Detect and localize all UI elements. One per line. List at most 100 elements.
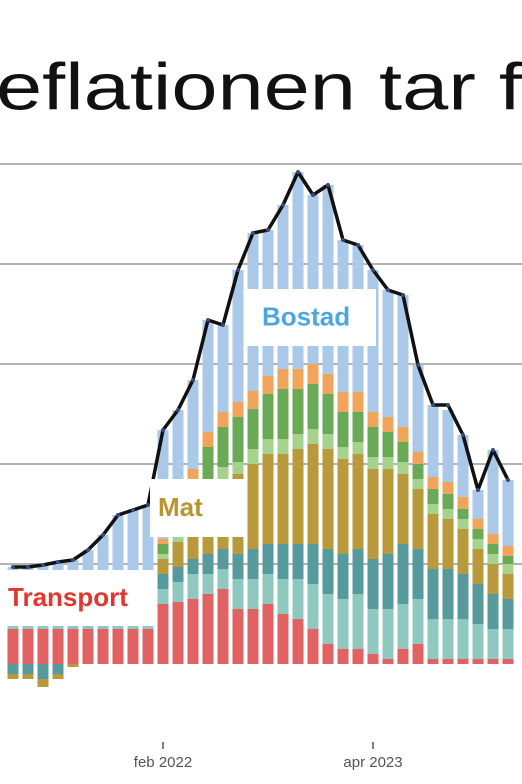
bar-segment: [412, 549, 424, 599]
bar-segment: [232, 579, 244, 609]
bar-segment: [472, 624, 484, 659]
bar-segment: [172, 534, 184, 542]
bar-segment: [382, 469, 394, 554]
bar-segment: [472, 584, 484, 624]
bar-segment: [382, 457, 394, 469]
bar-segment: [187, 574, 199, 599]
bar-segment: [157, 554, 169, 559]
bar-segment: [187, 559, 199, 574]
bar-segment: [82, 629, 94, 664]
bar-segment: [277, 369, 289, 389]
bar-segment: [307, 429, 319, 444]
bar-segment: [232, 417, 244, 462]
bar-segment: [97, 629, 109, 664]
line-point: [386, 288, 390, 292]
bar-segment: [427, 504, 439, 514]
bar-segment: [232, 402, 244, 417]
label-box: [0, 570, 155, 626]
bar-segment: [472, 539, 484, 549]
line-point: [221, 323, 225, 327]
bar-segment: [277, 454, 289, 544]
bar-segment: [472, 529, 484, 539]
bar-segment: [247, 609, 259, 664]
bar-segment: [22, 674, 34, 679]
bar-segment: [232, 609, 244, 664]
bar-segment: [97, 535, 109, 599]
bar-segment: [487, 594, 499, 629]
bar-segment: [262, 439, 274, 454]
bar-segment: [307, 195, 319, 364]
bar-segment: [172, 602, 184, 664]
bar-segment: [427, 659, 439, 664]
bar-segment: [397, 427, 409, 442]
bar-segment: [52, 629, 64, 664]
bar-segment: [442, 410, 454, 482]
bar-segment: [337, 392, 349, 412]
bar-segment: [367, 559, 379, 609]
bar-segment: [352, 442, 364, 454]
bar-segment: [217, 549, 229, 569]
bar-segment: [262, 574, 274, 604]
bar-segment: [232, 270, 244, 402]
bar-segment: [262, 544, 274, 574]
bar-segment: [127, 510, 139, 589]
bar-segment: [412, 452, 424, 464]
bar-segment: [502, 599, 514, 629]
bar-segment: [202, 320, 214, 432]
bar-segment: [292, 544, 304, 579]
bar-segment: [322, 434, 334, 449]
line-point: [206, 318, 210, 322]
line-point: [416, 363, 420, 367]
bar-segment: [457, 509, 469, 519]
bar-segment: [322, 374, 334, 394]
bar-segment: [382, 432, 394, 457]
line-point: [86, 548, 90, 552]
label-box: [150, 479, 244, 537]
bar-segment: [307, 384, 319, 429]
line-point: [491, 448, 495, 452]
bar-segment: [22, 629, 34, 664]
bar-segment: [157, 544, 169, 554]
line-point: [341, 238, 345, 242]
bar-segment: [127, 629, 139, 664]
bar-segment: [172, 567, 184, 582]
bar-segment: [472, 490, 484, 519]
bar-segment: [367, 427, 379, 457]
bar-segment: [202, 574, 214, 594]
line-point: [71, 558, 75, 562]
bar-segment: [382, 417, 394, 432]
bar-segment: [427, 619, 439, 659]
bar-segment: [382, 554, 394, 609]
bar-segment: [397, 544, 409, 604]
bar-segment: [472, 519, 484, 529]
bar-segment: [277, 389, 289, 439]
chart-title: eflationen tar f: [0, 49, 522, 123]
bar-segment: [157, 604, 169, 664]
bar-segment: [442, 494, 454, 509]
bar-segment: [292, 449, 304, 544]
bar-segment: [412, 644, 424, 664]
bar-segment: [172, 582, 184, 602]
bar-segment: [277, 439, 289, 454]
bar-segment: [337, 649, 349, 664]
bar-segment: [457, 529, 469, 574]
bar-segment: [352, 454, 364, 549]
bar-segment: [487, 629, 499, 659]
x-tick-label: apr 2023: [343, 754, 402, 771]
bar-segment: [352, 549, 364, 594]
bar-segment: [52, 664, 64, 674]
bar-segment: [487, 564, 499, 594]
bar-segment: [322, 185, 334, 374]
bar-segment: [442, 509, 454, 519]
bar-segment: [172, 410, 184, 511]
line-point: [41, 563, 45, 567]
bar-segment: [202, 594, 214, 664]
bar-segment: [442, 619, 454, 659]
line-point: [326, 183, 330, 187]
bar-segment: [292, 172, 304, 369]
line-point: [176, 408, 180, 412]
bar-segment: [367, 469, 379, 559]
bar-segment: [427, 489, 439, 504]
